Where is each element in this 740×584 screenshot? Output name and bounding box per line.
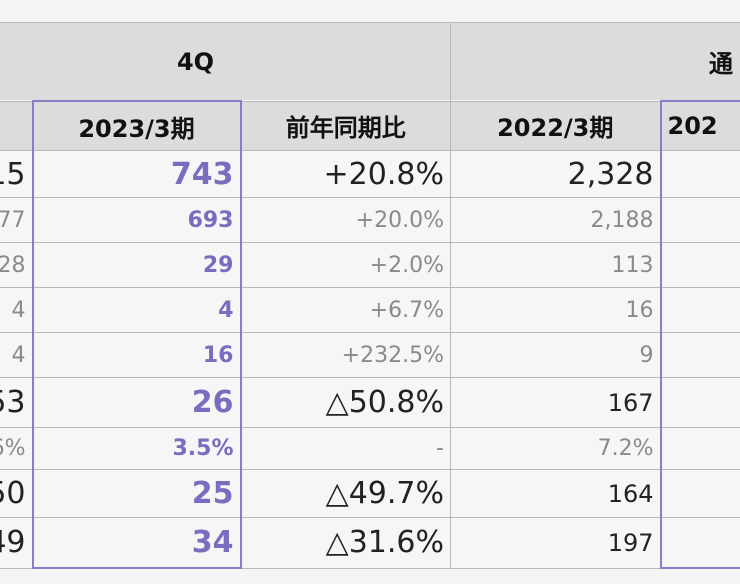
column-header: 2022/3期 [450, 100, 661, 151]
cell: △50.8% [240, 377, 451, 428]
cell: 4 [31, 287, 242, 333]
cell: 2,188 [450, 197, 661, 243]
cell: 4 [0, 332, 33, 378]
cell: 16 [31, 332, 242, 378]
header-row: 2023/3期 前年同期比 2022/3期 202 [0, 100, 740, 151]
cell: 15 [0, 150, 33, 198]
cell: 26 [31, 377, 242, 428]
data-row: 5025△49.7%164 [0, 469, 740, 518]
cell: 77 [0, 197, 33, 243]
cell: 34 [31, 517, 242, 569]
cell: +232.5% [240, 332, 451, 378]
data-row: 4 4 +6.7% 16 [0, 287, 740, 333]
column-header: 2023/3期 [31, 100, 242, 151]
cell [659, 242, 740, 288]
cell: 4 [0, 287, 33, 333]
table-body: 15743+20.8%2,32877693+20.0%2,1882829+2.0… [0, 150, 740, 569]
cell: 50 [0, 469, 33, 518]
cell: 6% [0, 427, 33, 470]
data-row: 77 693 +20.0% 2,188 [0, 197, 740, 243]
cell: 53 [0, 377, 33, 428]
cell [659, 469, 740, 518]
cell [659, 150, 740, 198]
cell: 49 [0, 517, 33, 569]
data-row: 5326△50.8%167 [0, 377, 740, 428]
data-row: 28 29 +2.0% 113 [0, 242, 740, 288]
cell: +6.7% [240, 287, 451, 333]
cell: 16 [450, 287, 661, 333]
cell [659, 427, 740, 470]
cell: 29 [31, 242, 242, 288]
cell: +20.8% [240, 150, 451, 198]
column-header: 前年同期比 [240, 100, 451, 151]
cell [659, 197, 740, 243]
cell: 28 [0, 242, 33, 288]
cell: 25 [31, 469, 242, 518]
cell [659, 517, 740, 569]
cell: 167 [450, 377, 661, 428]
cell: - [240, 427, 451, 470]
cell: △49.7% [240, 469, 451, 518]
cell: 164 [450, 469, 661, 518]
column-header: 202 [659, 100, 740, 151]
cell: 9 [450, 332, 661, 378]
cell: 2,328 [450, 150, 661, 198]
cell: 743 [31, 150, 242, 198]
cell: 3.5% [31, 427, 242, 470]
column-header [0, 100, 33, 151]
financial-table: 4Q 通 2023/3期 前年同期比 2022/3期 202 15743+20.… [0, 22, 740, 569]
cell: 7.2% [450, 427, 661, 470]
data-row: 15743+20.8%2,328 [0, 150, 740, 198]
cell [659, 377, 740, 428]
cell [659, 287, 740, 333]
cell: △31.6% [240, 517, 451, 569]
cell: +2.0% [240, 242, 451, 288]
data-row: 4 16 +232.5% 9 [0, 332, 740, 378]
cell: +20.0% [240, 197, 451, 243]
cell: 113 [450, 242, 661, 288]
data-row: 6%3.5%-7.2% [0, 427, 740, 470]
cell: 197 [450, 517, 661, 569]
cell [659, 332, 740, 378]
period-header: 4Q [0, 22, 451, 102]
header-row: 4Q 通 [0, 22, 740, 102]
cell: 693 [31, 197, 242, 243]
period-header: 通 [450, 22, 740, 102]
